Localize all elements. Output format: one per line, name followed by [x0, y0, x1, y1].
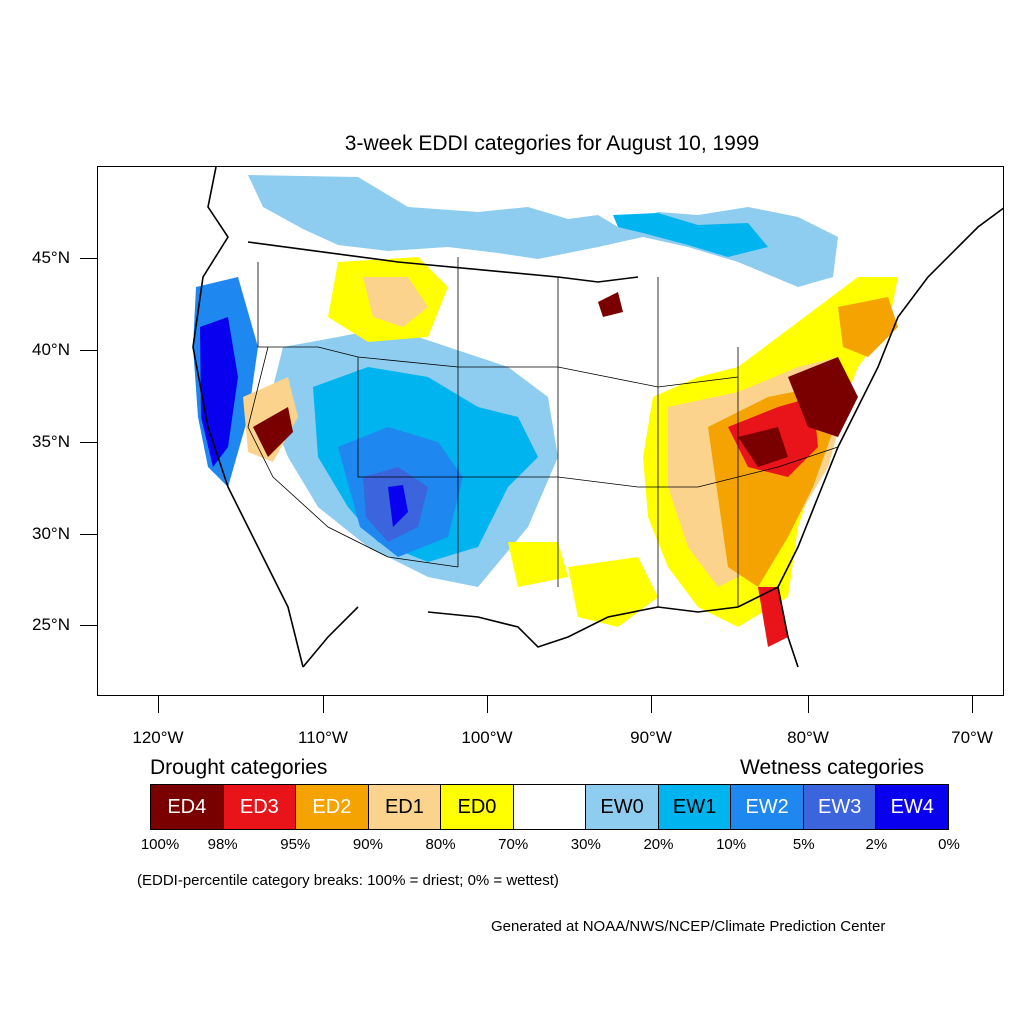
- y-tick: [80, 350, 97, 351]
- percent-break-label: 70%: [498, 836, 529, 853]
- x-tick: [808, 696, 809, 713]
- legend-box-ew0: EW0: [586, 785, 659, 829]
- legend-box-ed1: ED1: [368, 785, 442, 829]
- x-tick: [158, 696, 159, 713]
- legend-box-ed2: ED2: [296, 785, 369, 829]
- x-tick: [487, 696, 488, 713]
- state-borders: [247, 257, 839, 607]
- region-ew4-sw: [388, 485, 408, 527]
- percent-break-label: 2%: [865, 836, 888, 853]
- x-tick-label: 90°W: [630, 728, 672, 747]
- category-regions: [193, 175, 898, 647]
- y-tick-label: 45°N: [32, 248, 70, 267]
- percent-break-label: 95%: [280, 836, 311, 853]
- percent-break-label: 80%: [425, 836, 456, 853]
- y-tick-label: 40°N: [32, 340, 70, 359]
- x-tick: [651, 696, 652, 713]
- map-frame: [97, 166, 1004, 696]
- credit-text: Generated at NOAA/NWS/NCEP/Climate Predi…: [491, 918, 886, 935]
- region-ed2-northeast: [838, 297, 898, 357]
- y-tick-label: 30°N: [32, 524, 70, 543]
- y-tick: [80, 625, 97, 626]
- percent-break-label: 100%: [140, 836, 180, 853]
- category-legend: ED4 ED3 ED2 ED1 ED0 EW0 EW1 EW2 EW3 EW4: [150, 784, 949, 830]
- legend-box-ew3: EW3: [803, 785, 877, 829]
- region-ed1-montana: [363, 277, 428, 327]
- legend-box-ew1: EW1: [658, 785, 732, 829]
- percent-break-label: 5%: [792, 836, 815, 853]
- region-ew0-north: [248, 175, 838, 287]
- legend-box-ed3: ED3: [223, 785, 297, 829]
- y-tick-label: 35°N: [32, 432, 70, 451]
- y-tick: [80, 258, 97, 259]
- legend-box-ew4: EW4: [876, 785, 949, 829]
- region-ew1-north: [613, 213, 768, 257]
- x-tick-label: 100°W: [461, 728, 513, 747]
- y-tick: [80, 534, 97, 535]
- percent-break-label: 0%: [938, 836, 960, 853]
- x-tick: [972, 696, 973, 713]
- x-tick-label: 120°W: [132, 728, 184, 747]
- percent-break-label: 98%: [207, 836, 238, 853]
- region-ed4-midatlantic: [788, 357, 858, 437]
- percent-break-label: 90%: [352, 836, 383, 853]
- region-ed4-michigan: [598, 292, 623, 317]
- region-ed4-wv: [738, 427, 788, 467]
- region-ed0-texas: [508, 542, 568, 587]
- y-tick-label: 25°N: [32, 615, 70, 634]
- category-note: (EDDI-percentile category breaks: 100% =…: [137, 872, 559, 889]
- legend-box-ed0: ED0: [441, 785, 514, 829]
- percent-break-label: 10%: [716, 836, 747, 853]
- percent-break-label: 20%: [643, 836, 674, 853]
- chart-title: 3-week EDDI categories for August 10, 19…: [344, 132, 760, 155]
- legend-box-normal: [513, 785, 587, 829]
- drought-categories-title: Drought categories: [150, 756, 328, 779]
- region-ed0-louisiana: [568, 557, 658, 627]
- legend-box-ed4: ED4: [151, 785, 224, 829]
- percent-break-label: 30%: [570, 836, 601, 853]
- x-tick-label: 80°W: [787, 728, 829, 747]
- x-tick-label: 70°W: [951, 728, 993, 747]
- region-ed3-nevada: [253, 407, 293, 457]
- x-tick-label: 110°W: [298, 728, 348, 747]
- eddi-map: [192, 167, 1003, 668]
- y-tick: [80, 442, 97, 443]
- wetness-categories-title: Wetness categories: [740, 756, 925, 779]
- x-tick: [323, 696, 324, 713]
- legend-box-ew2: EW2: [731, 785, 804, 829]
